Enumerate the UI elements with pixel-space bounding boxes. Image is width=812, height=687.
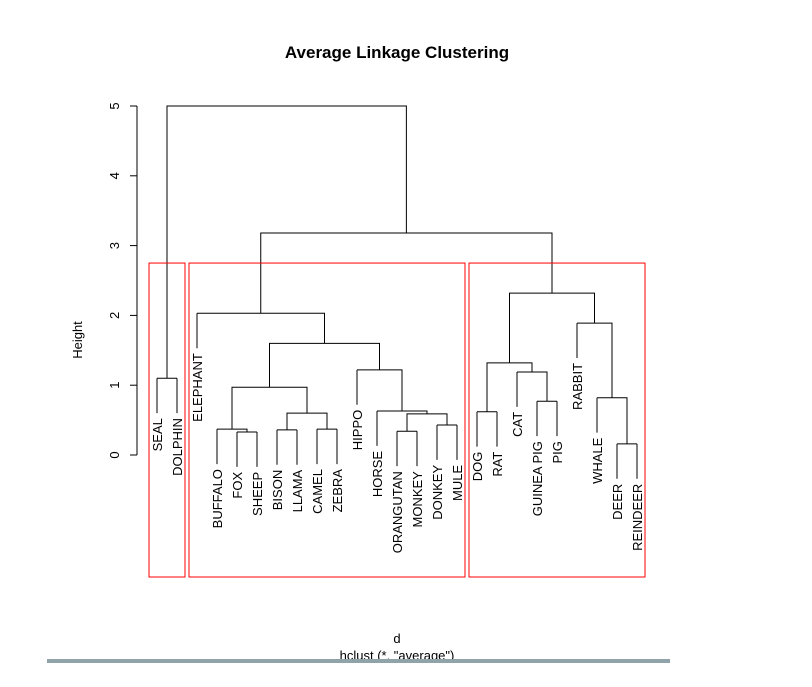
merge-link: [166, 105, 407, 379]
leaf-label: MULE: [450, 465, 465, 501]
leaf-label: BISON: [270, 470, 285, 510]
leaf-label: ELEPHANT: [190, 353, 205, 422]
leaf-label: DOLPHIN: [170, 418, 185, 476]
leaf-label: HIPPO: [350, 410, 365, 450]
merge-link: [377, 410, 428, 414]
scroll-bar: [47, 659, 670, 663]
leaf-label: GUINEA PIG: [530, 441, 545, 516]
cluster-box: [468, 262, 646, 578]
leaf-label: ORANGUTAN: [390, 471, 405, 553]
merge-link: [509, 292, 595, 363]
y-tick-label: 2: [107, 312, 122, 319]
merge-link: [197, 312, 325, 344]
merge-link: [357, 369, 403, 412]
leaf-label: FOX: [230, 472, 245, 499]
merge-link: [577, 322, 613, 398]
y-tick-label: 0: [107, 451, 122, 458]
y-tick-label: 5: [107, 102, 122, 109]
merge-link: [286, 412, 328, 430]
leaf-label: BUFFALO: [210, 469, 225, 528]
cluster-box: [188, 262, 466, 578]
leaf-label: LLAMA: [290, 469, 305, 512]
leaf-label: SHEEP: [250, 472, 265, 516]
leaf-label: REINDEER: [630, 484, 645, 551]
leaf-label: DOG: [470, 452, 485, 482]
leaf-label: CAT: [510, 412, 525, 437]
chart-title: Average Linkage Clustering: [285, 43, 509, 62]
merge-link: [517, 371, 548, 402]
cluster-box: [148, 262, 186, 578]
leaf-label: RABBIT: [570, 363, 585, 410]
y-tick-label: 1: [107, 382, 122, 389]
merge-link: [486, 362, 533, 412]
leaf-label: DONKEY: [430, 465, 445, 520]
y-tick-label: 4: [107, 172, 122, 179]
merge-link: [597, 397, 628, 444]
leaf-label: CAMEL: [310, 469, 325, 514]
merge-link: [217, 428, 248, 432]
leaf-label: WHALE: [590, 437, 605, 484]
leaf-label: PIG: [550, 441, 565, 463]
leaf-label: ZEBRA: [330, 469, 345, 513]
merge-link: [260, 232, 553, 314]
leaf-label: HORSE: [370, 451, 385, 498]
leaf-label: SEAL: [150, 418, 165, 451]
x-axis-label: d: [393, 631, 400, 646]
merge-link: [231, 386, 308, 430]
y-axis-label: Height: [70, 321, 85, 359]
leaf-label: DEER: [610, 484, 625, 520]
merge-link: [269, 342, 380, 388]
leaf-label: RAT: [490, 452, 505, 477]
leaf-label: MONKEY: [410, 471, 425, 528]
merge-link: [406, 413, 448, 432]
y-tick-label: 3: [107, 242, 122, 249]
